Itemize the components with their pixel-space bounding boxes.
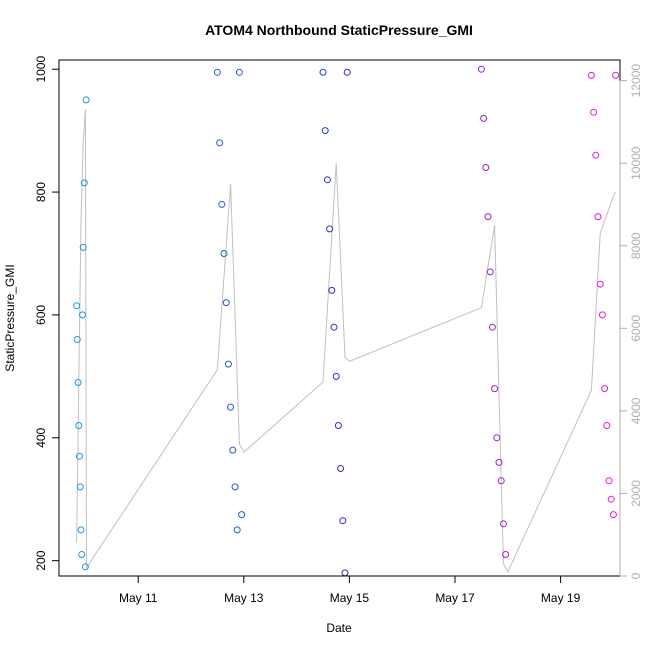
- data-point-s1-5: [224, 360, 232, 368]
- data-point-s2-1: [321, 127, 329, 135]
- data-point-s4-0: [587, 71, 595, 79]
- plot-frame: [58, 59, 621, 577]
- y-tick-label: 1000: [34, 56, 48, 83]
- x-tick-label: May 19: [541, 591, 581, 605]
- x-axis-label: Date: [326, 621, 352, 635]
- y2-tick-label: 10000: [629, 146, 643, 180]
- data-point-s0-8: [79, 311, 86, 319]
- y-tick-label: 800: [34, 182, 48, 202]
- x-tick-label: May 13: [224, 591, 264, 605]
- data-point-s1-3: [220, 250, 228, 257]
- y2-tick-label: 2000: [629, 480, 643, 507]
- x-tick-label: May 17: [435, 591, 475, 605]
- data-point-s4-9: [607, 495, 615, 503]
- y2-tick-label: 0: [629, 572, 643, 579]
- y2-axis: 0 2000 4000 6000 8000 10000 12000: [619, 64, 643, 579]
- data-point-s1-6: [227, 403, 235, 411]
- data-point-s0-4: [76, 452, 83, 460]
- data-point-s4-6: [601, 385, 609, 393]
- data-point-s2-11: [343, 68, 351, 76]
- data-point-s4-1: [590, 108, 598, 116]
- data-point-s2-4: [328, 286, 336, 294]
- y-tick-label: 400: [34, 427, 48, 447]
- data-point-s3-2: [482, 164, 490, 171]
- data-point-s4-10: [609, 511, 617, 519]
- data-point-s3-8: [495, 458, 503, 466]
- data-point-s3-4: [486, 268, 494, 276]
- data-point-s0-2: [74, 379, 82, 386]
- y-axis: 200 400 600 800 1000: [34, 56, 60, 571]
- chart-title: ATOM4 Northbound StaticPressure_GMI: [205, 22, 473, 38]
- altitude-line: [76, 109, 617, 574]
- data-point-s3-7: [493, 434, 501, 442]
- x-tick-label: May 15: [330, 591, 370, 605]
- data-point-s2-9: [339, 517, 347, 525]
- data-point-s3-9: [497, 477, 505, 485]
- y-tick-label: 200: [34, 550, 48, 570]
- data-point-s3-5: [488, 323, 496, 331]
- data-point-s4-2: [592, 151, 600, 159]
- y2-tick-label: 8000: [629, 232, 643, 259]
- y2-tick-label: 4000: [629, 397, 643, 424]
- data-point-s2-6: [332, 372, 340, 380]
- x-tick-label: May 11: [119, 591, 158, 605]
- y2-tick-label: 6000: [629, 315, 643, 342]
- data-point-s0-10: [80, 179, 88, 187]
- data-point-s0-12: [82, 96, 90, 104]
- data-point-s4-5: [598, 311, 606, 319]
- data-point-s1-0: [213, 68, 221, 76]
- data-point-s3-10: [499, 520, 507, 528]
- data-point-s1-1: [216, 139, 224, 147]
- data-point-s0-7: [78, 551, 86, 558]
- marker-layer: [73, 65, 620, 577]
- data-point-s3-11: [502, 551, 510, 558]
- data-point-s0-3: [75, 422, 83, 429]
- altitude-line-layer: [76, 109, 617, 574]
- data-point-s4-3: [594, 213, 602, 221]
- data-point-s1-4: [222, 299, 230, 307]
- data-point-s3-0: [477, 65, 485, 73]
- data-point-s2-8: [337, 465, 345, 472]
- data-point-s3-1: [480, 114, 488, 122]
- data-point-s2-7: [334, 422, 342, 429]
- data-point-s0-0: [73, 302, 81, 310]
- y2-tick-label: 12000: [629, 64, 643, 98]
- data-point-s3-3: [484, 213, 492, 221]
- y-axis-label: StaticPressure_GMI: [3, 264, 17, 371]
- data-point-s2-10: [341, 569, 349, 577]
- data-point-s1-8: [231, 483, 239, 491]
- x-axis: May 11 May 13 May 15 May 17 May 19: [119, 575, 581, 605]
- data-point-s4-11: [612, 71, 620, 79]
- y-tick-label: 600: [34, 305, 48, 325]
- data-point-s2-5: [330, 323, 338, 331]
- data-point-s1-9: [233, 526, 241, 534]
- data-point-s2-3: [326, 225, 334, 233]
- data-point-s0-11: [81, 563, 89, 571]
- data-point-s0-6: [77, 526, 85, 534]
- data-point-s4-7: [603, 422, 611, 429]
- data-point-s0-9: [79, 243, 87, 251]
- data-point-s4-8: [605, 477, 613, 485]
- data-point-s2-2: [323, 176, 331, 184]
- data-point-s0-1: [73, 336, 81, 343]
- data-point-s2-0: [319, 68, 327, 76]
- data-point-s1-10: [235, 68, 243, 76]
- data-point-s1-11: [238, 511, 246, 519]
- data-point-s1-2: [218, 200, 226, 208]
- data-point-s3-6: [491, 385, 499, 393]
- data-point-s0-5: [76, 483, 84, 491]
- data-point-s1-7: [229, 446, 237, 454]
- data-point-s4-4: [596, 280, 604, 288]
